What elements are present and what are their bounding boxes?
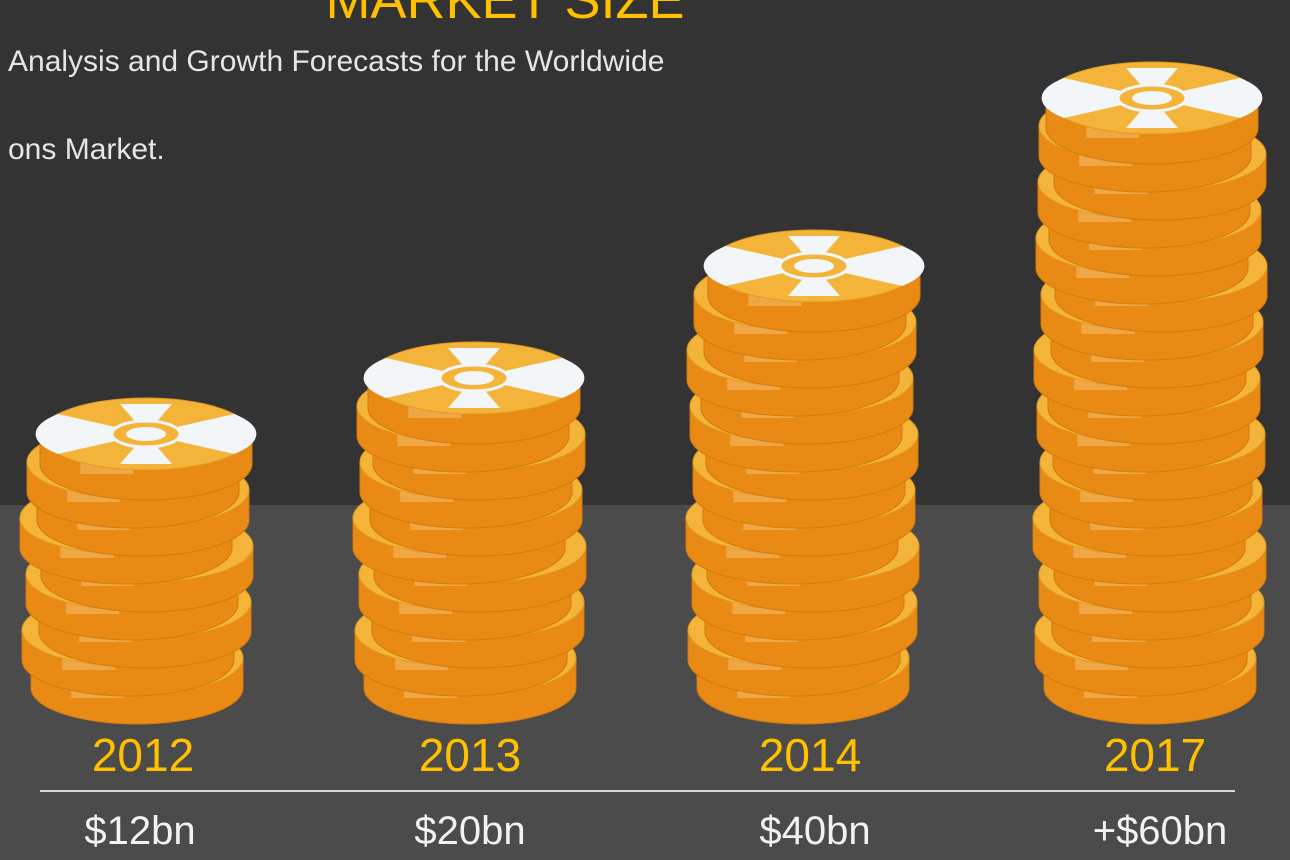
coin-emblem-icon (35, 404, 257, 464)
coin-stack-2012 (19, 397, 257, 725)
chart-title: MARKET SIZE (325, 0, 685, 30)
year-label-2014: 2014 (758, 729, 862, 781)
coin-stack-2014 (685, 229, 925, 725)
year-label-2017: 2017 (1103, 729, 1207, 781)
coin-emblem-icon (363, 348, 585, 408)
divider-line (40, 790, 1235, 792)
value-label-2014: $40bn (759, 809, 871, 853)
subtitle-line-2: ons Market. (8, 133, 165, 166)
coin-emblem-icon (1041, 68, 1263, 128)
value-label-2013: $20bn (414, 809, 526, 853)
coin-stack-2017 (1032, 61, 1268, 725)
coin-stack-2013 (352, 341, 587, 725)
coin-emblem-icon (703, 236, 925, 296)
year-label-2013: 2013 (418, 729, 522, 781)
subtitle-line-1: Analysis and Growth Forecasts for the Wo… (8, 45, 665, 78)
year-label-2012: 2012 (91, 729, 195, 781)
value-label-2012: $12bn (84, 809, 196, 853)
value-label-2017: +$60bn (1092, 809, 1228, 853)
